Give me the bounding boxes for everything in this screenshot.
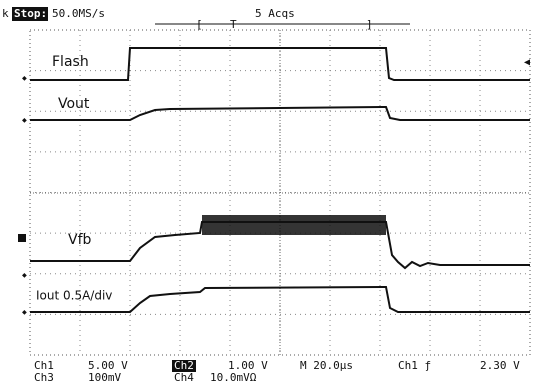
- trigger-source: Ch1 ƒ: [398, 359, 431, 372]
- channel-marker: ◆: [22, 271, 27, 280]
- channel-marker: ◆: [22, 74, 27, 83]
- channel-marker: ◆: [22, 116, 27, 125]
- bracket: [: [196, 18, 203, 31]
- ch3-scale: 100mV: [88, 371, 121, 384]
- trigger-level-marker: ◀: [524, 57, 530, 68]
- trigger-marker: T: [230, 18, 237, 31]
- trace-label: Vfb: [68, 232, 92, 248]
- header-fragment: k: [2, 7, 9, 20]
- trigger-level: 2.30 V: [480, 359, 520, 372]
- ch4-label: Ch4: [174, 371, 194, 384]
- status: Stop:: [14, 7, 47, 20]
- bracket: ]: [366, 18, 373, 31]
- trace-label: Vout: [58, 96, 90, 112]
- vfb-noise: [202, 215, 386, 235]
- sample-rate: 50.0MS/s: [52, 7, 105, 20]
- ch3-label: Ch3: [34, 371, 54, 384]
- ch4-scale: 10.0mVΩ: [210, 371, 257, 384]
- graticule: [30, 30, 530, 355]
- trace-label: Iout 0.5A/div: [36, 289, 112, 303]
- channel-marker: [18, 234, 26, 242]
- scope-screen: k Stop: 50.0MS/s 5 Acqs [ T ] ◆ ◆ ◆ ◆ ◀ …: [0, 0, 534, 385]
- acquisitions: 5 Acqs: [255, 7, 295, 20]
- channel-marker: ◆: [22, 308, 27, 317]
- vout-trace: [30, 107, 530, 120]
- timebase: M 20.0µs: [300, 359, 353, 372]
- trace-label: Flash: [52, 54, 89, 70]
